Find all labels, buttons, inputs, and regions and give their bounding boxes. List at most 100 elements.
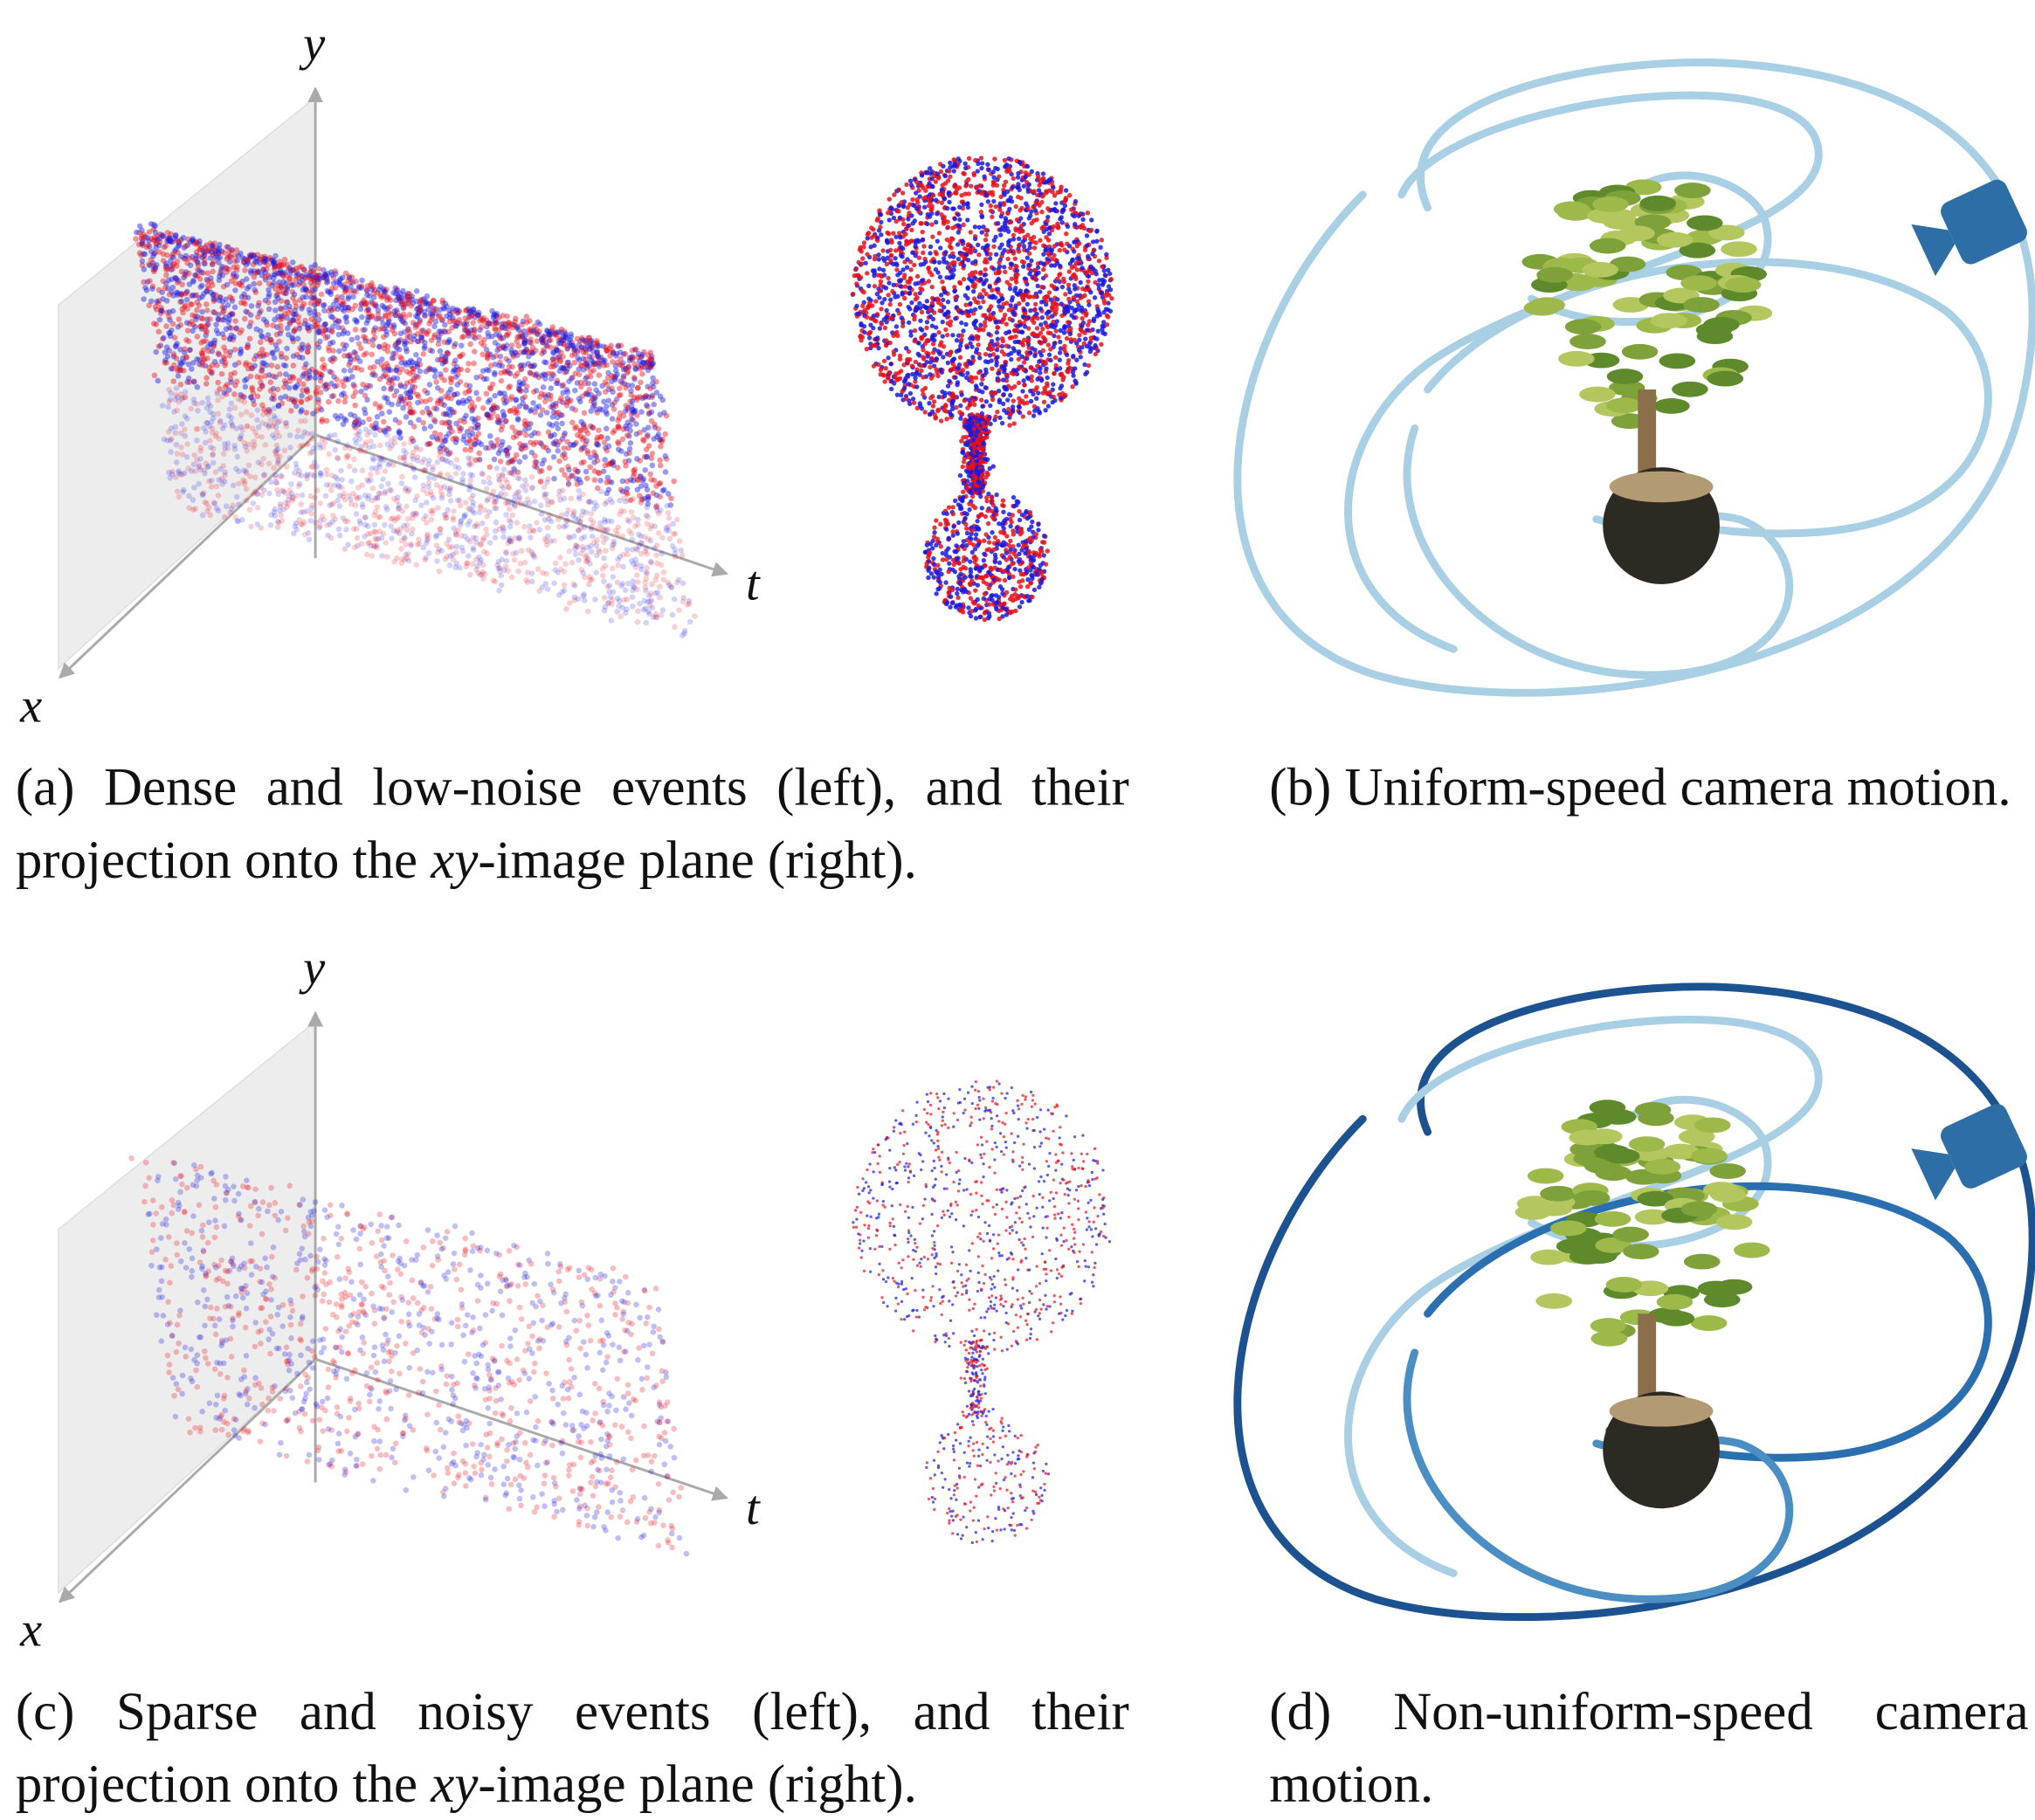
event-dot <box>380 476 386 482</box>
event-dot <box>671 531 677 537</box>
event-dot <box>445 351 452 357</box>
event-dot <box>251 500 257 507</box>
event-dot <box>591 450 597 456</box>
event-dot <box>277 371 283 377</box>
event-dot <box>666 515 673 521</box>
event-dot <box>333 474 339 480</box>
event-dot <box>273 475 279 481</box>
event-dot <box>431 495 437 501</box>
event-dot <box>503 512 509 518</box>
event-dot <box>299 407 305 413</box>
event-dot <box>216 316 222 322</box>
event-dot <box>385 481 391 487</box>
event-dot <box>291 376 297 382</box>
event-dot <box>204 322 210 328</box>
event-dot <box>617 392 624 398</box>
event-dot <box>233 465 239 472</box>
event-dot <box>305 472 311 478</box>
event-dot <box>261 361 267 367</box>
event-dot <box>424 390 431 396</box>
event-dot <box>522 443 528 449</box>
event-dot <box>645 424 652 431</box>
event-dot <box>637 394 643 400</box>
event-dot <box>471 535 477 541</box>
event-dot <box>162 286 169 292</box>
event-dot <box>480 315 486 321</box>
event-dot <box>272 258 278 264</box>
event-dot <box>637 358 643 364</box>
event-dot <box>595 458 601 464</box>
event-dot <box>434 558 440 564</box>
event-dot <box>549 361 555 367</box>
event-dot <box>577 519 583 525</box>
event-dot <box>647 349 653 355</box>
event-dot <box>626 528 632 534</box>
event-dot <box>365 314 371 321</box>
event-dot <box>397 502 403 508</box>
event-dot <box>534 520 540 526</box>
projected-event <box>1064 188 1068 192</box>
event-dot <box>407 330 413 336</box>
event-dot <box>495 565 501 571</box>
event-dot <box>275 446 281 452</box>
event-dot <box>189 366 195 372</box>
event-dot <box>235 519 241 525</box>
event-dot <box>438 485 444 491</box>
event-dot <box>331 393 337 399</box>
event-dot <box>216 508 222 514</box>
event-dot <box>542 517 548 523</box>
event-dot <box>397 354 404 360</box>
event-dot <box>321 328 327 334</box>
event-dot <box>603 548 609 555</box>
event-dot <box>443 394 449 400</box>
event-dot <box>600 566 606 572</box>
event-dot <box>337 493 343 499</box>
event-dot <box>292 327 298 334</box>
projected-event <box>902 296 907 300</box>
event-dot <box>341 368 348 374</box>
event-dot <box>547 421 553 427</box>
projected-event <box>888 302 893 307</box>
event-dot <box>191 485 197 491</box>
page: {"panels": [ {"axes": {"y": "y", "t": "t… <box>0 0 2035 1807</box>
event-dot <box>283 421 289 427</box>
event-dot <box>584 475 590 481</box>
event-dot <box>531 327 537 334</box>
event-dot <box>554 348 560 354</box>
event-dot <box>282 448 288 454</box>
event-dot <box>352 437 358 443</box>
event-dot <box>294 434 300 440</box>
event-dot <box>496 451 502 457</box>
event-dot <box>374 303 380 309</box>
event-dot <box>252 281 258 287</box>
event-dot <box>133 236 139 242</box>
event-dot <box>343 527 349 533</box>
projected-event <box>918 319 922 323</box>
event-dot <box>583 552 590 558</box>
event-dot <box>256 424 262 431</box>
projected-event <box>955 591 959 596</box>
event-dot <box>619 605 625 611</box>
event-dot <box>600 534 606 540</box>
event-dot <box>222 514 228 520</box>
event-dot <box>316 345 322 351</box>
event-dot <box>408 395 414 401</box>
event-dot <box>232 252 238 259</box>
event-dot <box>387 409 393 415</box>
event-dot <box>426 321 432 327</box>
event-dot <box>254 433 260 439</box>
event-dot <box>459 342 465 348</box>
event-dot <box>287 275 293 281</box>
event-dot <box>371 364 377 370</box>
event-dot <box>466 389 473 395</box>
event-dot <box>152 373 158 379</box>
event-dot <box>659 534 666 541</box>
event-dot <box>355 496 361 502</box>
event-dot <box>287 445 293 451</box>
event-dot <box>361 334 367 340</box>
event-dot <box>307 536 313 542</box>
event-dot <box>183 244 189 250</box>
event-dot <box>164 252 170 259</box>
event-dot <box>630 537 636 543</box>
event-dot <box>469 399 475 405</box>
